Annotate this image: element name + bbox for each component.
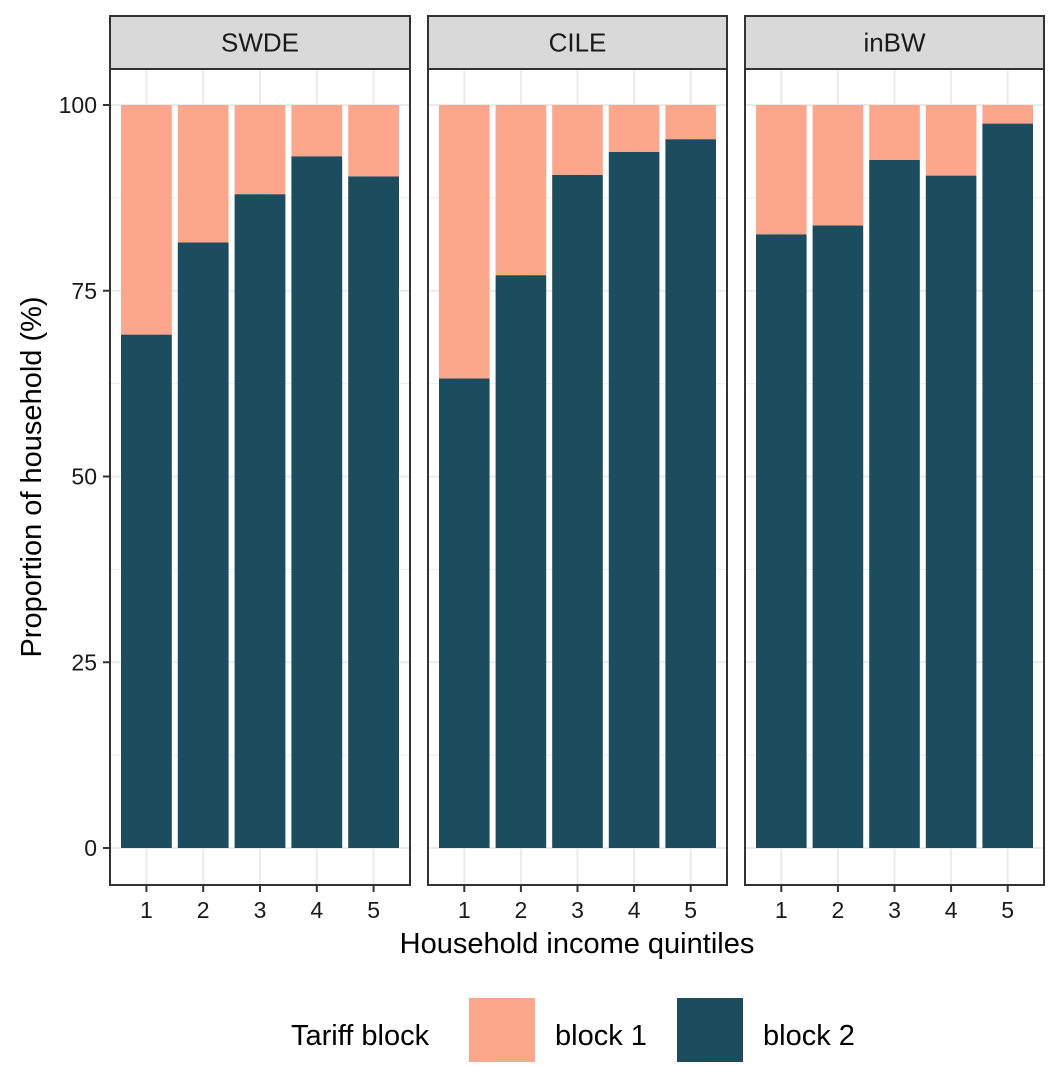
y-axis-title: Proportion of household (%) (16, 296, 48, 657)
bar-block-1 (869, 105, 920, 160)
bar-block-1 (291, 105, 343, 157)
facet-strip (427, 15, 728, 70)
bar-block-2 (982, 123, 1033, 848)
bar-block-2 (177, 242, 229, 848)
bar-block-1 (439, 105, 490, 379)
x-tick-label: 2 (832, 897, 845, 923)
facet-strip-label: SWDE (221, 28, 299, 58)
bar-block-2 (812, 225, 864, 849)
x-axis-title: Household income quintiles (400, 928, 755, 960)
bar-block-2 (869, 159, 920, 848)
x-tick-label: 5 (684, 897, 697, 923)
x-tick-label: 3 (888, 897, 901, 923)
bar-block-2 (234, 194, 286, 848)
legend-key-block-2 (677, 998, 743, 1062)
bar-block-1 (982, 105, 1033, 124)
bar-block-2 (495, 275, 547, 849)
bar-block-1 (177, 105, 229, 243)
x-tick-label: 1 (458, 897, 471, 923)
y-tick-label: 0 (84, 835, 97, 861)
facet-strip-label: inBW (863, 28, 926, 58)
facet-strip-label: CILE (549, 28, 607, 58)
bar-block-1 (608, 105, 660, 152)
legend-title: Tariff block (291, 1020, 430, 1052)
bar-block-1 (552, 105, 603, 175)
bar-block-1 (495, 105, 547, 276)
bar-block-1 (348, 105, 399, 177)
bar-block-2 (439, 378, 490, 848)
x-tick-label: 1 (775, 897, 788, 923)
x-tick-label: 2 (197, 897, 210, 923)
bar-block-2 (291, 156, 343, 849)
y-tick-label: 50 (71, 464, 97, 490)
x-tick-label: 5 (367, 897, 380, 923)
y-tick-label: 75 (71, 278, 97, 304)
x-tick-label: 5 (1001, 897, 1014, 923)
y-tick-label: 100 (59, 92, 97, 118)
bar-block-2 (608, 151, 660, 848)
bar-block-1 (812, 105, 864, 226)
legend-label-block-1: block 1 (555, 1020, 647, 1052)
bar-block-2 (552, 174, 603, 849)
x-tick-label: 4 (310, 897, 323, 923)
bar-block-2 (121, 334, 172, 848)
x-tick-label: 4 (628, 897, 641, 923)
facet-strip (744, 15, 1045, 70)
x-tick-label: 3 (571, 897, 584, 923)
bar-block-1 (121, 105, 172, 335)
x-tick-label: 3 (254, 897, 267, 923)
facet-strip (109, 15, 411, 70)
legend-key-block-1 (469, 998, 535, 1062)
x-tick-label: 2 (515, 897, 528, 923)
bar-block-2 (665, 139, 716, 849)
bar-block-2 (348, 176, 399, 848)
legend-label-block-2: block 2 (763, 1020, 855, 1052)
y-tick-label: 25 (71, 649, 97, 675)
bar-block-1 (756, 105, 807, 235)
bar-block-1 (234, 105, 286, 195)
bar-block-2 (925, 175, 977, 848)
bar-block-1 (665, 105, 716, 140)
x-tick-label: 1 (140, 897, 153, 923)
bar-block-2 (756, 234, 807, 849)
bar-block-1 (925, 105, 977, 176)
x-tick-label: 4 (945, 897, 958, 923)
